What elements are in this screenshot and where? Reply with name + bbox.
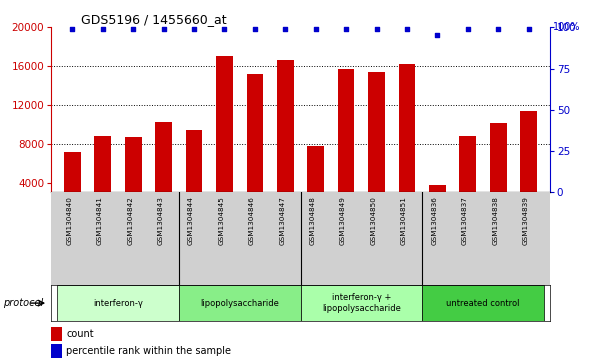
Point — [129, 26, 138, 32]
Text: GSM1304841: GSM1304841 — [97, 196, 103, 245]
Text: 100%: 100% — [553, 22, 581, 32]
Point — [493, 26, 503, 32]
Text: GSM1304839: GSM1304839 — [523, 196, 529, 245]
Bar — [125, 137, 142, 221]
Text: GSM1304837: GSM1304837 — [462, 196, 468, 245]
Bar — [179, 285, 300, 321]
Bar — [429, 185, 446, 221]
Bar — [246, 74, 263, 221]
Bar — [520, 111, 537, 221]
Bar — [57, 285, 179, 321]
Text: GSM1304850: GSM1304850 — [371, 196, 377, 245]
Text: GSM1304842: GSM1304842 — [127, 196, 133, 245]
Bar — [300, 285, 422, 321]
Bar — [277, 60, 294, 221]
Point — [463, 26, 472, 32]
Text: GSM1304840: GSM1304840 — [66, 196, 72, 245]
Point — [98, 26, 108, 32]
Bar — [338, 69, 355, 221]
Point — [67, 26, 77, 32]
Point — [402, 26, 412, 32]
Text: protocol: protocol — [3, 298, 43, 308]
Bar — [422, 285, 544, 321]
Text: GSM1304848: GSM1304848 — [310, 196, 316, 245]
Text: percentile rank within the sample: percentile rank within the sample — [66, 346, 231, 356]
Text: lipopolysaccharide: lipopolysaccharide — [200, 299, 279, 307]
Text: interferon-γ: interferon-γ — [93, 299, 143, 307]
Text: GSM1304846: GSM1304846 — [249, 196, 255, 245]
Bar — [368, 72, 385, 221]
Text: GSM1304849: GSM1304849 — [340, 196, 346, 245]
Bar — [155, 122, 172, 221]
Point — [372, 26, 382, 32]
Text: GSM1304851: GSM1304851 — [401, 196, 407, 245]
Text: count: count — [66, 329, 94, 339]
Point — [219, 26, 229, 32]
Text: GDS5196 / 1455660_at: GDS5196 / 1455660_at — [81, 13, 227, 26]
Text: GSM1304838: GSM1304838 — [492, 196, 498, 245]
Text: interferon-γ +
lipopolysaccharide: interferon-γ + lipopolysaccharide — [322, 293, 401, 313]
Text: untreated control: untreated control — [447, 299, 520, 307]
Point — [311, 26, 320, 32]
Text: GSM1304843: GSM1304843 — [157, 196, 163, 245]
Bar — [64, 152, 81, 221]
Point — [189, 26, 199, 32]
Bar — [459, 136, 476, 221]
Text: GSM1304844: GSM1304844 — [188, 196, 194, 245]
Bar — [186, 130, 203, 221]
Point — [524, 26, 534, 32]
Point — [159, 26, 168, 32]
Point — [433, 33, 442, 38]
Point — [250, 26, 260, 32]
Bar — [216, 56, 233, 221]
Text: GSM1304845: GSM1304845 — [218, 196, 224, 245]
Point — [341, 26, 351, 32]
Bar — [398, 64, 415, 221]
Bar — [490, 123, 507, 221]
Text: GSM1304847: GSM1304847 — [279, 196, 285, 245]
Point — [281, 26, 290, 32]
Bar — [307, 146, 324, 221]
Text: GSM1304836: GSM1304836 — [432, 196, 438, 245]
Bar — [94, 136, 111, 221]
